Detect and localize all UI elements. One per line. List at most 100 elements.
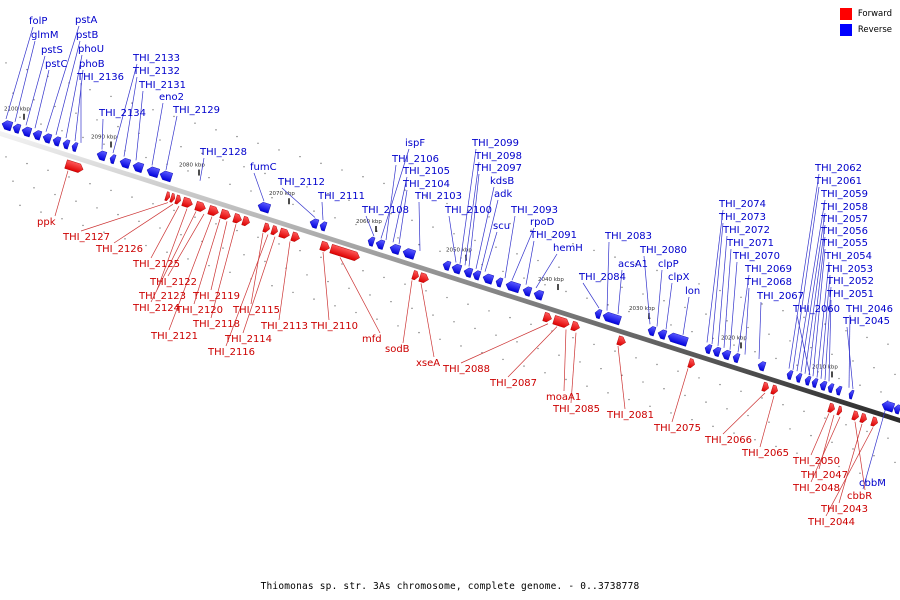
reverse-label-leader [365, 215, 375, 237]
reverse-gene-arrow [1, 120, 14, 132]
forward-gene-arrow [761, 381, 769, 392]
reverse-gene-label: THI_2056 [820, 226, 868, 237]
reverse-label-leader [706, 209, 724, 343]
forward-gene-arrow [836, 405, 843, 416]
forward-label-leader [810, 416, 841, 483]
reverse-gene-label: THI_2070 [732, 251, 780, 262]
forward-label-leader [818, 414, 835, 470]
reverse-gene-label: THI_2067 [756, 291, 804, 302]
reverse-label-leader [151, 102, 164, 166]
forward-label-leader [156, 208, 188, 291]
reverse-gene-arrow [757, 361, 767, 372]
reverse-label-leader [788, 173, 820, 369]
axis-tick-label: 2070 kbp [269, 191, 295, 197]
reverse-label-leader [392, 176, 408, 243]
reverse-gene-label: THI_2093 [510, 205, 558, 216]
forward-label-leader [339, 257, 381, 334]
reverse-gene-label: THI_2080 [639, 245, 687, 256]
forward-label-leader [80, 202, 169, 232]
reverse-gene-label: THI_2106 [391, 154, 439, 165]
reverse-label-leader [468, 173, 480, 267]
forward-gene-arrow [270, 225, 278, 236]
reverse-label-leader [199, 157, 205, 181]
reverse-gene-label: THI_2083 [604, 231, 652, 242]
reverse-gene-arrow [375, 239, 386, 250]
reverse-label-leader [796, 199, 826, 372]
forward-gene-arrow [418, 272, 429, 283]
axis-bar [0, 131, 900, 423]
genome-axis [0, 131, 900, 423]
forward-label-leader [570, 332, 577, 404]
forward-gene-label: THI_2113 [260, 321, 308, 332]
reverse-label-leader [717, 235, 728, 346]
forward-gene-label: THI_2050 [792, 456, 840, 467]
reverse-gene-label: kdsB [490, 176, 514, 187]
forward-label-leader [617, 346, 626, 410]
forward-gene-label: cbbR [847, 491, 872, 502]
forward-gene-arrow [219, 208, 231, 220]
forward-label-leader [322, 251, 330, 321]
forward-gene-arrow [278, 227, 290, 239]
reverse-label-leader [55, 40, 81, 135]
reverse-gene-label: THI_2128 [199, 147, 247, 158]
forward-label-leader [810, 413, 830, 456]
legend-reverse: Reverse [839, 24, 892, 36]
forward-gene-arrow [851, 410, 859, 421]
reverse-gene-arrow [21, 126, 33, 138]
reverse-label-leader [281, 187, 316, 218]
reverse-label-leader [812, 248, 826, 377]
reverse-label-leader [112, 63, 138, 154]
forward-label-leader [210, 221, 228, 291]
reverse-gene-label: THI_2069 [744, 264, 792, 275]
reverse-label-leader [14, 40, 36, 122]
legend-reverse-label: Reverse [857, 25, 892, 35]
reverse-label-leader [816, 261, 830, 378]
reverse-gene-label: fumC [250, 162, 277, 173]
forward-gene-arrow [827, 402, 835, 413]
reverse-gene-arrow [811, 378, 819, 388]
forward-label-leader [460, 323, 549, 364]
reverse-gene-arrow [319, 221, 328, 232]
reverse-gene-arrow [32, 130, 43, 141]
reverse-label-leader [398, 189, 408, 245]
reverse-label-leader [101, 118, 104, 150]
forward-label-leader [250, 232, 264, 305]
reverse-gene-arrow [704, 344, 713, 355]
forward-label-leader [722, 392, 766, 435]
forward-gene-label: THI_2081 [606, 410, 654, 421]
reverse-gene-arrow [442, 260, 452, 271]
forward-gene-arrow [770, 384, 778, 395]
reverse-gene-arrow [533, 289, 545, 301]
reverse-gene-label: THI_2132 [132, 66, 180, 77]
forward-label-leader [838, 423, 863, 504]
forward-gene-label: sodB [385, 344, 410, 355]
reverse-gene-label: eno2 [159, 92, 184, 103]
forward-gene-arrow [687, 358, 695, 369]
reverse-gene-arrow [795, 373, 803, 383]
reverse-label-leader [723, 248, 732, 348]
reverse-gene-arrow [402, 248, 417, 260]
reverse-label-leader [123, 76, 138, 157]
reverse-gene-arrow [146, 166, 161, 179]
reverse-label-leader [475, 186, 495, 269]
forward-gene-label: THI_2124 [132, 303, 180, 314]
reverse-label-leader [34, 69, 50, 129]
forward-gene-arrow [181, 196, 193, 208]
reverse-label-leader [504, 215, 516, 279]
forward-label-leader [825, 427, 874, 517]
reverse-gene-arrow [522, 286, 533, 297]
reverse-gene-label: folP [29, 16, 47, 27]
reverse-gene-arrow [602, 312, 622, 326]
reverse-gene-label: THI_2111 [317, 191, 365, 202]
forward-gene-arrow [411, 270, 419, 281]
forward-gene-label: THI_2115 [232, 305, 280, 316]
legend-forward: Forward [839, 8, 892, 20]
reverse-gene-label: THI_2045 [842, 316, 890, 327]
reverse-gene-label: THI_2100 [444, 205, 492, 216]
reverse-gene-arrow [657, 329, 668, 340]
forward-gene-arrow [194, 200, 206, 212]
forward-label-leader [402, 280, 413, 344]
reverse-gene-arrow [495, 277, 504, 288]
reverse-gene-label: THI_2059 [820, 189, 868, 200]
reverse-label-leader [846, 326, 854, 390]
